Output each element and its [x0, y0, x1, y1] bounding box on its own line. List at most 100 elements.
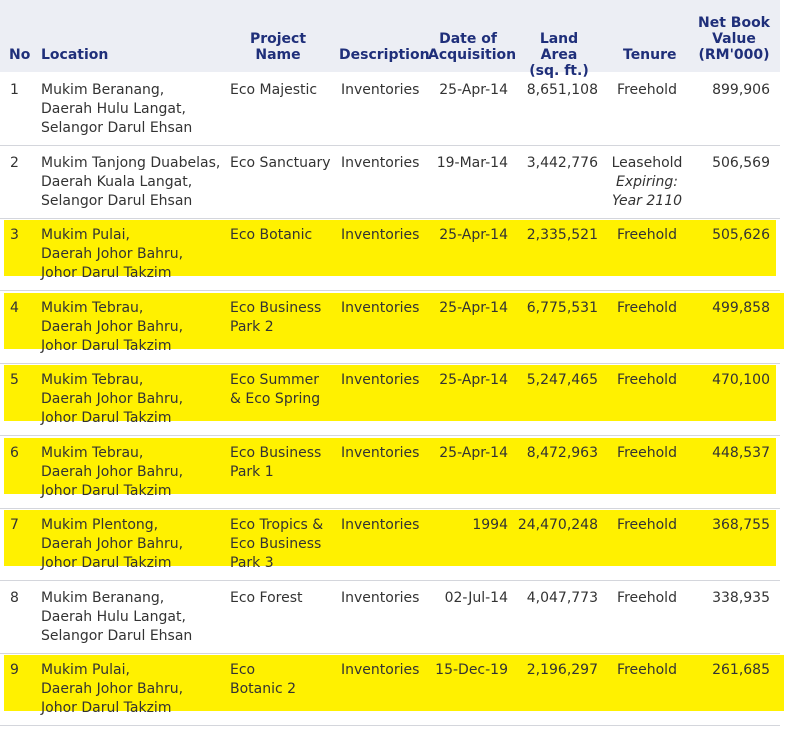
project-name-cell-line: Eco [230, 662, 256, 678]
location-cell-line: Daerah Johor Bahru, [41, 246, 184, 262]
net-book-value-cell: 448,537 [712, 445, 770, 461]
tenure-cell: Freehold [600, 661, 694, 680]
land-area-cell: 5,247,465 [526, 372, 598, 388]
land-area-cell: 8,651,108 [526, 82, 598, 98]
project-name-cell-line: & Eco Spring [230, 391, 321, 407]
net-book-value-cell: 505,626 [712, 227, 770, 243]
project-name-cell: Eco Majestic [230, 81, 335, 100]
row-highlight [4, 655, 784, 711]
row-number: 8 [10, 590, 19, 606]
table-row: 2 Mukim Tanjong Duabelas, Daerah Kuala Lan… [0, 148, 780, 218]
location-cell-line: Daerah Johor Bahru, [41, 536, 184, 552]
location-cell-line: Johor Darul Takzim [41, 555, 172, 571]
project-name-cell: Eco Botanic [230, 226, 335, 245]
location-cell-line: Daerah Johor Bahru, [41, 319, 184, 335]
date-of-acquisition-cell: 1994 [472, 517, 508, 533]
table-row: 3 Mukim Pulai, Daerah Johor Bahru, Johor Da… [0, 220, 780, 290]
project-name-cell-line: Park 1 [230, 464, 274, 480]
table-row: 9 Mukim Pulai, Daerah Johor Bahru, Johor Da… [0, 655, 784, 725]
table-row: 6 Mukim Tebrau, Daerah Johor Bahru, Johor D… [0, 438, 780, 508]
col-description: Description [339, 47, 430, 63]
tenure-cell-line: Freehold [617, 227, 677, 243]
col-location: Location [41, 47, 109, 63]
project-name-cell-line: Eco Summer [230, 372, 319, 388]
tenure-cell-line: Freehold [617, 372, 677, 388]
net-book-value-cell: 506,569 [712, 155, 770, 171]
location-cell-line: Daerah Johor Bahru, [41, 464, 184, 480]
table-row: 7 Mukim Plentong, Daerah Johor Bahru, Johor… [0, 510, 780, 580]
location-cell-line: Daerah Johor Bahru, [41, 391, 184, 407]
date-of-acquisition-cell: 25-Apr-14 [439, 445, 508, 461]
row-divider [0, 218, 780, 219]
net-book-value-cell: 899,906 [712, 82, 770, 98]
project-name-cell: Eco Sanctuary [230, 154, 335, 173]
land-area-cell: 2,335,521 [526, 227, 598, 243]
location-cell-line: Johor Darul Takzim [41, 410, 172, 426]
description-cell: Inventories [341, 662, 420, 678]
land-area-cell: 2,196,297 [526, 662, 598, 678]
row-number: 6 [10, 445, 19, 461]
land-area-cell: 24,470,248 [517, 517, 598, 533]
row-highlight [4, 365, 776, 421]
col-tenure: Tenure [623, 47, 677, 63]
tenure-cell-line: Freehold [617, 662, 677, 678]
net-book-value-cell: 338,935 [712, 590, 770, 606]
description-cell: Inventories [341, 445, 420, 461]
tenure-cell: Freehold [600, 299, 694, 318]
location-cell-line: Daerah Hulu Langat, [41, 609, 186, 625]
location-cell: Mukim Tebrau, Daerah Johor Bahru, Johor Da… [41, 444, 226, 501]
tenure-cell-line: Freehold [617, 445, 677, 461]
project-name-cell-line: Eco Tropics & [230, 517, 324, 533]
project-name-cell: Eco Business Park 1 [230, 444, 335, 482]
table-row: 1 Mukim Beranang, Daerah Hulu Langat, Selan… [0, 75, 780, 145]
description-cell: Inventories [341, 517, 420, 533]
tenure-cell: Freehold [600, 589, 694, 608]
project-name-cell: Eco Summer & Eco Spring [230, 371, 335, 409]
location-cell-line: Mukim Tebrau, [41, 372, 144, 388]
date-of-acquisition-cell: 25-Apr-14 [439, 300, 508, 316]
col-no: No [9, 47, 31, 63]
location-cell: Mukim Plentong, Daerah Johor Bahru, Johor … [41, 516, 226, 573]
location-cell-line: Daerah Johor Bahru, [41, 681, 184, 697]
location-cell-line: Mukim Tanjong Duabelas, [41, 155, 221, 171]
project-name-cell-line: Eco Majestic [230, 82, 318, 98]
net-book-value-cell: 368,755 [712, 517, 770, 533]
row-divider [0, 363, 780, 364]
location-cell-line: Mukim Tebrau, [41, 300, 144, 316]
net-book-value-cell: 261,685 [712, 662, 770, 678]
land-area-cell: 3,442,776 [526, 155, 598, 171]
project-name-cell: Eco Business Park 2 [230, 299, 335, 337]
project-name-cell: Eco Botanic 2 [230, 661, 335, 699]
location-cell-line: Daerah Hulu Langat, [41, 101, 186, 117]
row-divider [0, 725, 780, 726]
location-cell-line: Selangor Darul Ehsan [41, 628, 193, 644]
project-name-cell: Eco Tropics & Eco Business Park 3 [230, 516, 335, 573]
location-cell-line: Johor Darul Takzim [41, 483, 172, 499]
project-name-cell: Eco Forest [230, 589, 335, 608]
tenure-cell-line: Leasehold [611, 155, 683, 171]
tenure-cell-line: Freehold [617, 82, 677, 98]
project-name-cell-line: Park 2 [230, 319, 274, 335]
row-number: 1 [10, 82, 19, 98]
project-name-cell-line: Eco Sanctuary [230, 155, 331, 171]
location-cell-line: Daerah Kuala Langat, [41, 174, 193, 190]
tenure-cell-line: Year 2110 [611, 193, 683, 209]
project-name-cell-line: Eco Business [230, 300, 322, 316]
tenure-cell: Freehold [600, 444, 694, 463]
location-cell: Mukim Tebrau, Daerah Johor Bahru, Johor Da… [41, 299, 226, 356]
row-number: 5 [10, 372, 19, 388]
table-row: 8 Mukim Beranang, Daerah Hulu Langat, Selan… [0, 583, 780, 653]
row-highlight [4, 220, 776, 276]
description-cell: Inventories [341, 155, 420, 171]
row-divider [0, 435, 780, 436]
table-row: 5 Mukim Tebrau, Daerah Johor Bahru, Johor D… [0, 365, 780, 435]
date-of-acquisition-cell: 15-Dec-19 [435, 662, 508, 678]
col-net-book-value: Net Book Value (RM'000) [698, 15, 770, 63]
date-of-acquisition-cell: 19-Mar-14 [436, 155, 508, 171]
location-cell-line: Johor Darul Takzim [41, 338, 172, 354]
location-cell-line: Mukim Plentong, [41, 517, 159, 533]
location-cell-line: Mukim Tebrau, [41, 445, 144, 461]
tenure-cell: Leasehold Expiring: Year 2110 [600, 154, 694, 211]
project-name-cell-line: Eco Forest [230, 590, 303, 606]
date-of-acquisition-cell: 02-Jul-14 [444, 590, 508, 606]
